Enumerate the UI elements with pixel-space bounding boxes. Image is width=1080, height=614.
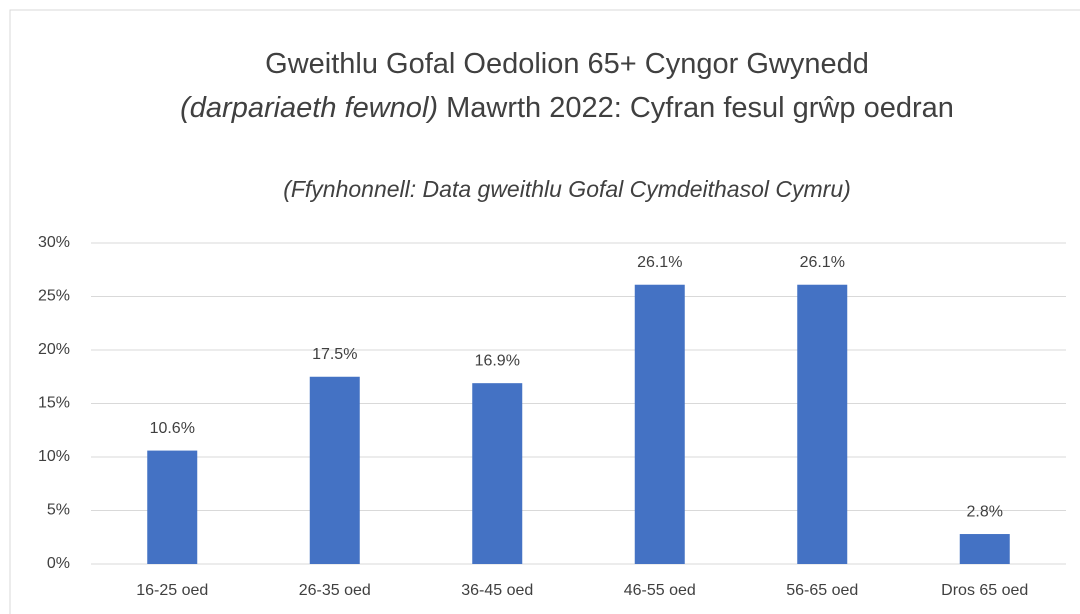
x-tick-label: 16-25 oed — [136, 582, 208, 599]
y-tick-label: 5% — [47, 502, 70, 519]
data-label: 26.1% — [800, 254, 845, 271]
title-main: Gweithlu Gofal Oedolion 65+ Cyngor Gwyne… — [265, 48, 869, 80]
data-label: 26.1% — [637, 254, 682, 271]
y-tick-label: 25% — [38, 288, 70, 305]
bar — [147, 450, 198, 564]
chart-border — [9, 9, 1080, 614]
bar — [797, 284, 848, 564]
data-label: 2.8% — [967, 503, 1003, 520]
x-tick-label: 26-35 oed — [299, 582, 371, 599]
bar — [472, 383, 523, 564]
chart-subtitle: (Ffynhonnell: Data gweithlu Gofal Cymdei… — [283, 176, 851, 202]
y-tick-label: 0% — [47, 555, 70, 572]
bar — [309, 376, 360, 564]
x-tick-label: Dros 65 oed — [941, 582, 1028, 599]
chart-title: Gweithlu Gofal Oedolion 65+ Cyngor Gwyne… — [147, 42, 987, 130]
y-tick-label: 10% — [38, 448, 70, 465]
data-label: 16.9% — [475, 352, 520, 369]
bar — [634, 284, 685, 564]
y-tick-label: 30% — [38, 234, 70, 251]
title-italic: (darpariaeth fewnol) — [180, 92, 439, 124]
bar — [959, 534, 1010, 564]
x-tick-label: 36-45 oed — [461, 582, 533, 599]
title-cont: Mawrth 2022: Cyfran fesul grŵp oedran — [446, 92, 954, 124]
x-tick-label: 56-65 oed — [786, 582, 858, 599]
data-label: 10.6% — [150, 420, 195, 437]
y-tick-label: 20% — [38, 341, 70, 358]
x-tick-label: 46-55 oed — [624, 582, 696, 599]
data-label: 17.5% — [312, 346, 357, 363]
y-tick-label: 15% — [38, 395, 70, 412]
